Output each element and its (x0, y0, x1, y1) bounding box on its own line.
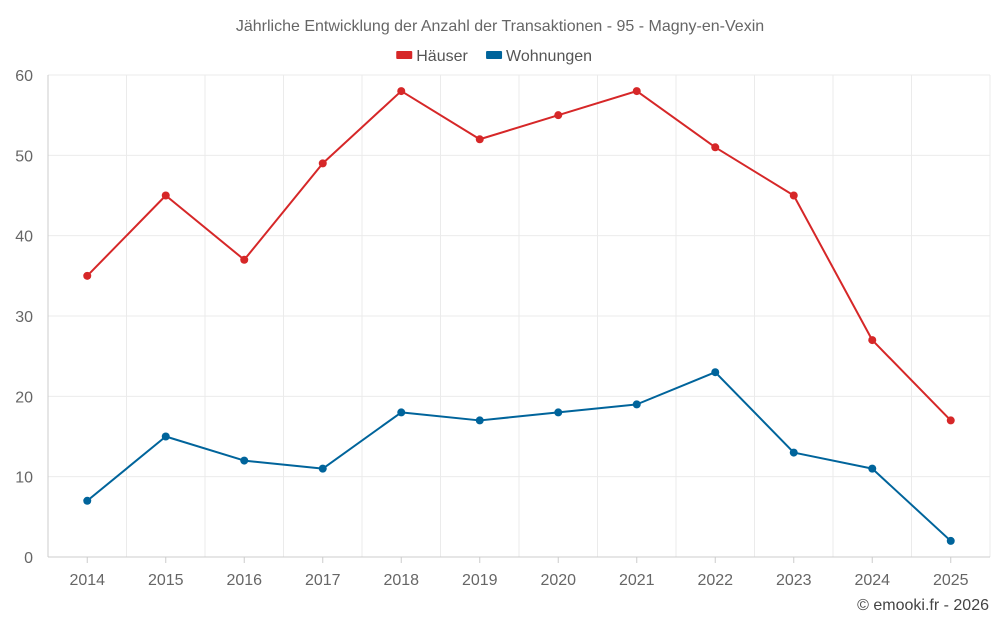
data-point-apartments[interactable] (946, 536, 955, 545)
legend-label-apartments[interactable]: Wohnungen (506, 48, 592, 65)
legend-swatch-houses[interactable] (396, 51, 413, 59)
y-tick-label: 50 (15, 148, 33, 165)
series-group (83, 87, 955, 545)
x-tick-label: 2015 (148, 572, 184, 589)
data-point-apartments[interactable] (711, 368, 720, 377)
data-point-houses[interactable] (240, 255, 249, 264)
x-tick-label: 2022 (697, 572, 733, 589)
x-tick-label: 2014 (69, 572, 105, 589)
data-point-apartments[interactable] (240, 456, 249, 465)
y-tick-label: 60 (15, 68, 33, 85)
data-point-houses[interactable] (946, 416, 955, 425)
data-point-houses[interactable] (789, 191, 798, 200)
x-tick-label: 2023 (776, 572, 812, 589)
data-point-apartments[interactable] (397, 408, 406, 417)
data-point-apartments[interactable] (789, 448, 798, 457)
grid (47, 74, 991, 557)
y-tick-label: 10 (15, 470, 33, 487)
x-tick-label: 2020 (540, 572, 576, 589)
x-tick-label: 2017 (305, 572, 341, 589)
data-point-houses[interactable] (632, 87, 641, 96)
x-tick-label: 2021 (619, 572, 655, 589)
data-point-apartments[interactable] (161, 432, 170, 441)
x-tick-label: 2019 (462, 572, 498, 589)
data-point-houses[interactable] (161, 191, 170, 200)
x-tick-label: 2016 (226, 572, 262, 589)
legend: Häuser Wohnungen (396, 48, 592, 65)
series-line-houses (86, 90, 952, 422)
y-tick-label: 0 (24, 550, 33, 567)
x-tick-label: 2025 (933, 572, 969, 589)
data-point-apartments[interactable] (475, 416, 484, 425)
data-point-houses[interactable] (554, 111, 563, 120)
series-line-apartments (86, 371, 952, 542)
legend-label-houses[interactable]: Häuser (416, 48, 468, 65)
credit-text: © emooki.fr - 2026 (857, 597, 989, 614)
data-point-apartments[interactable] (318, 464, 327, 473)
chart-title: Jährliche Entwicklung der Anzahl der Tra… (236, 18, 764, 35)
data-point-apartments[interactable] (632, 400, 641, 409)
data-point-houses[interactable] (711, 143, 720, 152)
data-point-apartments[interactable] (868, 464, 877, 473)
legend-swatch-apartments[interactable] (486, 51, 503, 59)
x-tick-label: 2024 (854, 572, 890, 589)
data-point-houses[interactable] (397, 87, 406, 96)
y-tick-label: 40 (15, 229, 33, 246)
data-point-apartments[interactable] (83, 496, 92, 505)
x-tick-label: 2018 (383, 572, 419, 589)
data-point-houses[interactable] (475, 135, 484, 144)
data-point-apartments[interactable] (554, 408, 563, 417)
data-point-houses[interactable] (83, 271, 92, 280)
axes: 0 10 20 30 40 50 60 2014 2015 2016 2017 2018 2019 202… (15, 68, 990, 589)
y-tick-label: 20 (15, 389, 33, 406)
y-tick-label: 30 (15, 309, 33, 326)
data-point-houses[interactable] (868, 336, 877, 345)
data-point-houses[interactable] (318, 159, 327, 168)
